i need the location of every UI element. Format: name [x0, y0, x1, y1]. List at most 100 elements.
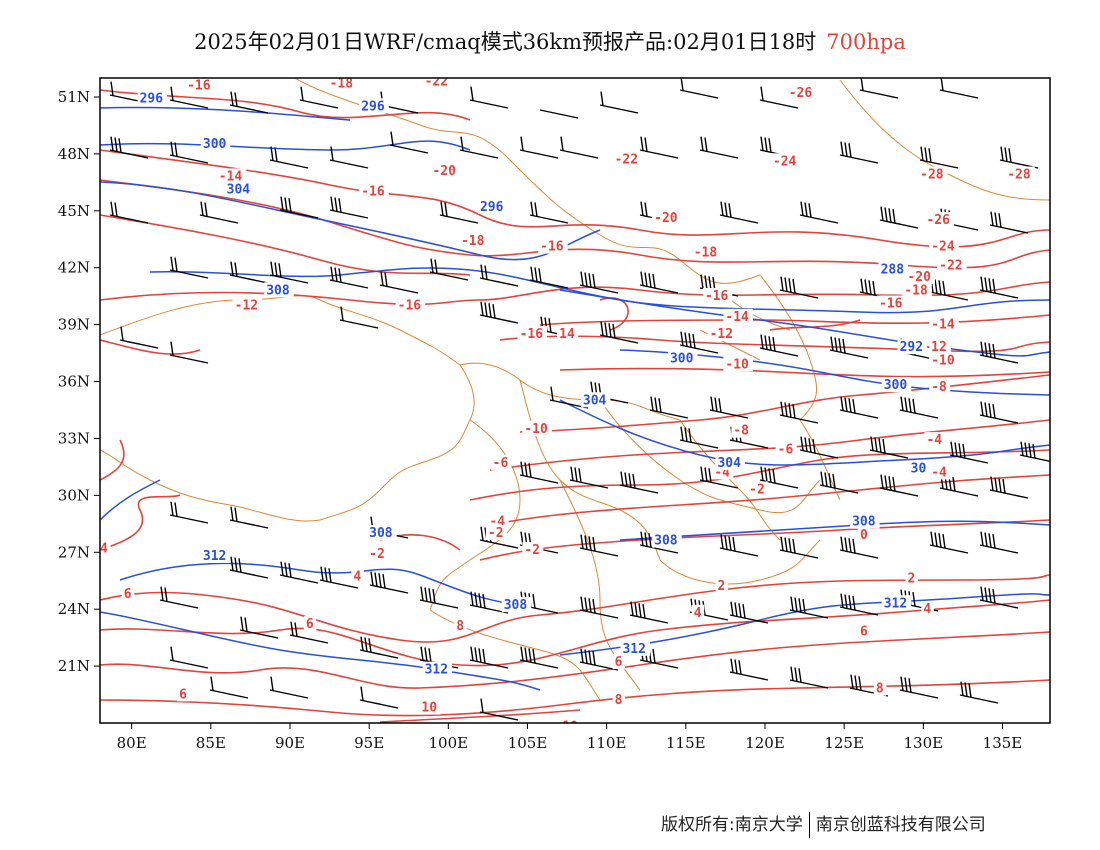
- temperature-label-bg: [430, 162, 460, 178]
- temperature-label: -12: [923, 340, 946, 355]
- temperature-label: -6: [778, 443, 794, 458]
- temperature-label: 4: [100, 541, 108, 556]
- height-label: 300: [203, 137, 227, 152]
- wind-barb: [229, 556, 269, 579]
- temperature-label-bg: [707, 325, 738, 341]
- height-isoline: [100, 611, 541, 691]
- wind-barb: [169, 646, 209, 669]
- height-label: 312: [203, 549, 226, 564]
- temperature-label-bg: [121, 585, 135, 601]
- y-axis: 21N 24N 27N 30N 33N 36N 39N 42N 45N 48N 51N: [58, 88, 100, 675]
- temperature-label-bg: [918, 166, 948, 182]
- temperature-label: -14: [725, 310, 749, 325]
- temperature-label: -16: [540, 240, 564, 255]
- wind-barb: [979, 531, 1019, 554]
- temperature-label: 10: [562, 720, 578, 735]
- temperature-label: -10: [931, 353, 955, 368]
- y-tick-label: 33N: [58, 429, 90, 447]
- height-label: 308: [266, 283, 290, 298]
- wind-barb: [799, 201, 839, 224]
- wind-barb: [779, 536, 819, 559]
- x-tick-label: 95E: [354, 734, 384, 752]
- wind-barb: [109, 201, 149, 224]
- temperature-label-bg: [100, 540, 111, 556]
- temperature-label: 10: [421, 701, 437, 716]
- temperature-label: -20: [654, 211, 678, 226]
- wind-barb: [989, 211, 1029, 234]
- wind-barb: [559, 136, 599, 159]
- x-tick-label: 85E: [196, 734, 226, 752]
- temperature-label: -12: [710, 327, 733, 342]
- wind-barb: [269, 261, 309, 284]
- temperature-label-bg: [929, 316, 959, 332]
- temperature-isoline: [769, 319, 861, 331]
- height-label: 308: [504, 598, 528, 613]
- temperature-label: -12: [235, 298, 258, 313]
- temperature-isoline: [100, 214, 471, 276]
- height-label-bg: [224, 181, 255, 197]
- height-label-bg: [137, 90, 168, 106]
- temperature-label-bg: [490, 454, 512, 470]
- temperature-label-bg: [715, 578, 728, 594]
- wind-barb: [759, 466, 799, 489]
- temperature-isoline: [100, 339, 201, 355]
- temperature-label-bg: [359, 183, 389, 199]
- wind-barb: [799, 436, 839, 459]
- wind-barb: [239, 616, 279, 639]
- wind-barb: [719, 201, 759, 224]
- wind-barb: [979, 276, 1019, 299]
- temperature-label: -16: [879, 297, 903, 312]
- temperature-label: -26: [926, 213, 950, 228]
- x-tick-label: 135E: [983, 734, 1023, 752]
- wind-barb: [519, 461, 559, 484]
- wind-barb: [839, 141, 879, 164]
- wind-barb: [519, 646, 559, 669]
- temperature-label-bg: [929, 352, 959, 368]
- temperature-label-bg: [691, 244, 722, 260]
- temperature-label: -28: [1007, 168, 1031, 183]
- temperature-label: 6: [179, 687, 187, 702]
- temperature-label-bg: [902, 282, 932, 298]
- temperature-isoline: [100, 574, 1050, 643]
- wind-barb: [339, 306, 379, 329]
- copyright-footer: 版权所有:南京大学 南京创蓝科技有限公司: [661, 810, 986, 838]
- temperature-label: 6: [124, 587, 132, 602]
- temperature-label: -26: [789, 86, 813, 101]
- temperature-label: -2: [369, 547, 385, 562]
- wind-barb: [629, 601, 669, 624]
- temperature-label: -28: [920, 168, 944, 183]
- temperature-label: 8: [876, 682, 884, 697]
- border-line: [659, 539, 821, 585]
- x-tick-label: 100E: [429, 734, 469, 752]
- x-tick-label: 130E: [904, 734, 944, 752]
- temperature-label: -14: [219, 169, 243, 184]
- height-label-bg: [359, 98, 389, 114]
- wind-barb: [979, 401, 1019, 424]
- height-isoline: [149, 267, 1050, 314]
- temperature-label-bg: [216, 168, 247, 184]
- height-label-bg: [422, 661, 453, 677]
- wind-barb: [999, 146, 1039, 169]
- wind-barb: [1019, 441, 1050, 463]
- height-isoline: [100, 181, 601, 261]
- wind-barb: [789, 596, 829, 619]
- height-label: 304: [227, 183, 251, 198]
- wind-barb: [679, 78, 719, 99]
- temperature-label: -22: [425, 75, 448, 90]
- temperature-label: 6: [860, 625, 868, 640]
- wind-barb: [989, 476, 1029, 499]
- border-line: [699, 329, 761, 361]
- wind-barb: [469, 86, 509, 109]
- height-isoline: [100, 106, 351, 121]
- wind-barb: [539, 109, 579, 119]
- wind-barb: [229, 261, 269, 284]
- border-line: [599, 399, 821, 514]
- temperature-label-bg: [185, 78, 215, 93]
- temperature-label: -6: [493, 456, 509, 471]
- temperature-isoline: [100, 631, 1050, 689]
- x-tick-label: 80E: [117, 734, 147, 752]
- temperature-isoline: [100, 89, 471, 121]
- height-label-bg: [667, 350, 698, 366]
- temperature-isoline: [599, 297, 629, 331]
- wind-barb: [719, 534, 759, 557]
